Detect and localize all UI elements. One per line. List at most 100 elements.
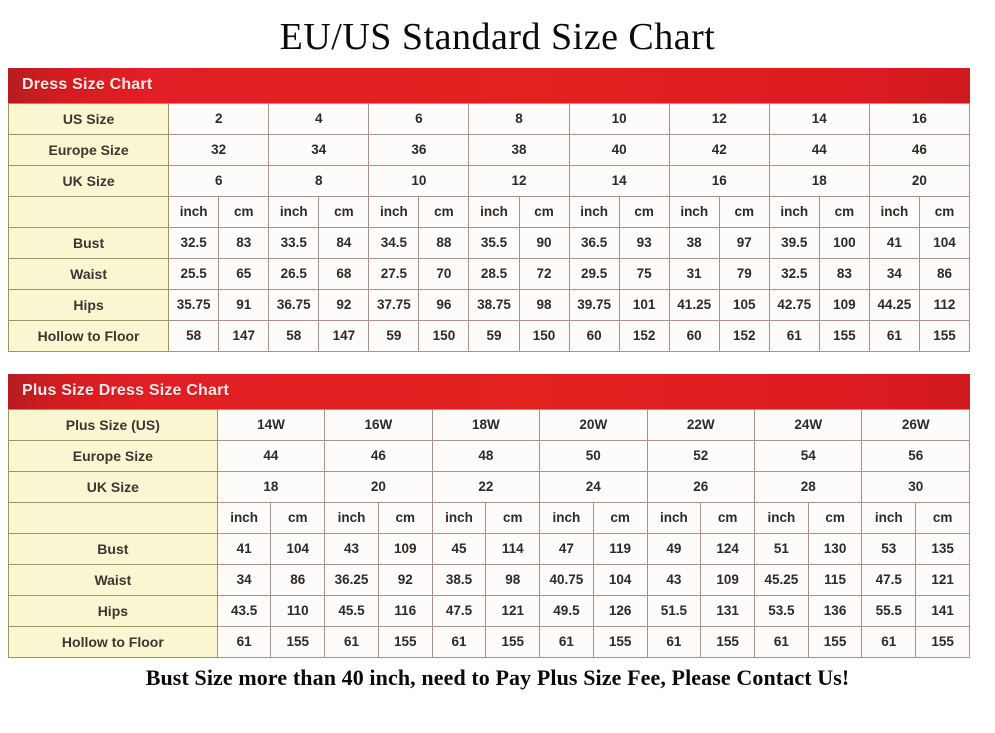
plus-size-cell: 22W (646, 408, 755, 441)
standard-size-cell: 10 (568, 102, 670, 135)
standard-measure-cm-cell: 93 (618, 226, 670, 259)
plus-measure-inch-cell: 53.5 (753, 594, 809, 627)
plus-size-cell: 56 (861, 439, 970, 472)
standard-measure-cm-cell: 75 (618, 257, 670, 290)
plus-measure-label: Hollow to Floor (8, 625, 218, 658)
plus-size-cell: 24 (539, 470, 648, 503)
standard-size-cell: 18 (768, 164, 870, 197)
plus-measure-label: Hips (8, 594, 218, 627)
plus-measure-cm-cell: 114 (485, 532, 541, 565)
standard-size-cell: 4 (268, 102, 370, 135)
standard-measure-cm-cell: 86 (918, 257, 971, 290)
plus-measure-cm-cell: 135 (915, 532, 970, 565)
standard-size-cell: 36 (368, 133, 470, 166)
plus-size-cell: 26W (861, 408, 970, 441)
standard-unit-inch: inch (768, 195, 820, 228)
standard-table-body: US Size 2 4 6 8 10 12 14 16 Europe Size 32 34 36 38 40… (7, 102, 971, 352)
plus-size-row: Plus Size (US) 14W 16W 18W 20W 22W 24W 26W (8, 408, 970, 441)
standard-measure-inch-cell: 36.5 (568, 226, 620, 259)
standard-unit-cm: cm (918, 195, 971, 228)
plus-row-label: UK Size (8, 470, 218, 503)
plus-measure-cm-cell: 86 (270, 563, 326, 596)
plus-measure-cm-cell: 141 (915, 594, 970, 627)
standard-size-cell: 44 (768, 133, 870, 166)
plus-size-cell: 26 (646, 470, 755, 503)
plus-measure-cm-cell: 155 (270, 625, 326, 658)
plus-measure-row: Waist 34 86 36.25 92 38.5 98 40.75 104 43 109 45.25… (8, 563, 970, 596)
standard-measure-label: Hips (7, 288, 170, 321)
standard-unit-inch: inch (368, 195, 420, 228)
plus-measure-row: Hips 43.5 110 45.5 116 47.5 121 49.5 126 51.5 131 5… (8, 594, 970, 627)
plus-measure-row: Hollow to Floor 61 155 61 155 61 155 61 155 61 155… (8, 625, 970, 658)
standard-measure-inch-cell: 36.75 (268, 288, 320, 321)
plus-unit-cm: cm (915, 501, 970, 534)
standard-measure-cm-cell: 109 (818, 288, 870, 321)
standard-unit-cm: cm (418, 195, 470, 228)
standard-measure-label: Waist (7, 257, 170, 290)
plus-size-cell: 50 (539, 439, 648, 472)
standard-measure-cm-cell: 68 (318, 257, 370, 290)
plus-measure-cm-cell: 109 (377, 532, 433, 565)
standard-measure-row: Bust 32.5 83 33.5 84 34.5 88 35.5 90 36.5 93 38 97 39… (7, 226, 971, 259)
standard-measure-inch-cell: 44.25 (868, 288, 920, 321)
plus-size-cell: 18 (216, 470, 326, 503)
standard-measure-inch-cell: 27.5 (368, 257, 420, 290)
standard-measure-cm-cell: 79 (718, 257, 770, 290)
standard-measure-cm-cell: 88 (418, 226, 470, 259)
plus-size-row: UK Size 18 20 22 24 26 28 30 (8, 470, 970, 503)
standard-unit-cm: cm (818, 195, 870, 228)
plus-unit-inch: inch (753, 501, 809, 534)
standard-size-cell: 16 (868, 102, 971, 135)
standard-size-cell: 6 (368, 102, 470, 135)
plus-measure-label: Bust (8, 532, 218, 565)
standard-size-cell: 14 (768, 102, 870, 135)
plus-measure-cm-cell: 110 (270, 594, 326, 627)
plus-measure-inch-cell: 45 (431, 532, 487, 565)
plus-unit-inch: inch (539, 501, 594, 534)
standard-measure-inch-cell: 59 (468, 319, 520, 352)
plus-measure-cm-cell: 155 (377, 625, 433, 658)
plus-measure-cm-cell: 155 (807, 625, 863, 658)
plus-unit-row: inch cm inch cm inch cm inch cm inch cm inch cm inch… (8, 501, 970, 534)
plus-measure-cm-cell: 98 (485, 563, 541, 596)
standard-size-cell: 20 (868, 164, 971, 197)
plus-measure-cm-cell: 119 (592, 532, 648, 565)
standard-unit-inch: inch (268, 195, 320, 228)
standard-measure-inch-cell: 42.75 (768, 288, 820, 321)
standard-unit-inch: inch (468, 195, 520, 228)
standard-measure-inch-cell: 35.75 (168, 288, 220, 321)
plus-measure-inch-cell: 53 (861, 532, 917, 565)
plus-unit-cm: cm (377, 501, 433, 534)
standard-measure-inch-cell: 29.5 (568, 257, 620, 290)
standard-measure-cm-cell: 147 (318, 319, 370, 352)
plus-measure-row: Bust 41 104 43 109 45 114 47 119 49 124 51 130 53 135 (8, 532, 970, 565)
standard-measure-inch-cell: 32.5 (768, 257, 820, 290)
page-title: EU/US Standard Size Chart (279, 16, 716, 58)
plus-unit-cm: cm (807, 501, 863, 534)
plus-measure-inch-cell: 34 (216, 563, 272, 596)
plus-measure-inch-cell: 41 (216, 532, 272, 565)
plus-size-cell: 20 (324, 470, 433, 503)
plus-table-body: Plus Size (US) 14W 16W 18W 20W 22W 24W 26W Europ… (8, 408, 970, 658)
plus-measure-cm-cell: 155 (592, 625, 648, 658)
standard-chart-band-label: Dress Size Chart (8, 67, 970, 103)
plus-measure-inch-cell: 47.5 (431, 594, 487, 627)
plus-measure-cm-cell: 155 (700, 625, 755, 658)
plus-measure-inch-cell: 49.5 (539, 594, 594, 627)
standard-size-table: US Size 2 4 6 8 10 12 14 16 Europe Size 32 34 36 38 40… (7, 102, 971, 352)
plus-unit-inch: inch (324, 501, 379, 534)
plus-measure-inch-cell: 45.25 (753, 563, 809, 596)
standard-measure-cm-cell: 92 (318, 288, 370, 321)
plus-measure-label: Waist (8, 563, 218, 596)
footer-note: Bust Size more than 40 inch, need to Pay… (145, 664, 850, 690)
plus-unit-inch: inch (861, 501, 917, 534)
standard-measure-cm-cell: 147 (218, 319, 270, 352)
plus-measure-inch-cell: 61 (324, 625, 379, 658)
standard-unit-inch: inch (168, 195, 220, 228)
plus-size-cell: 46 (324, 439, 433, 472)
standard-measure-cm-cell: 90 (518, 226, 570, 259)
standard-measure-inch-cell: 33.5 (268, 226, 320, 259)
plus-chart-band-label: Plus Size Dress Size Chart (8, 373, 970, 409)
standard-measure-cm-cell: 152 (618, 319, 670, 352)
